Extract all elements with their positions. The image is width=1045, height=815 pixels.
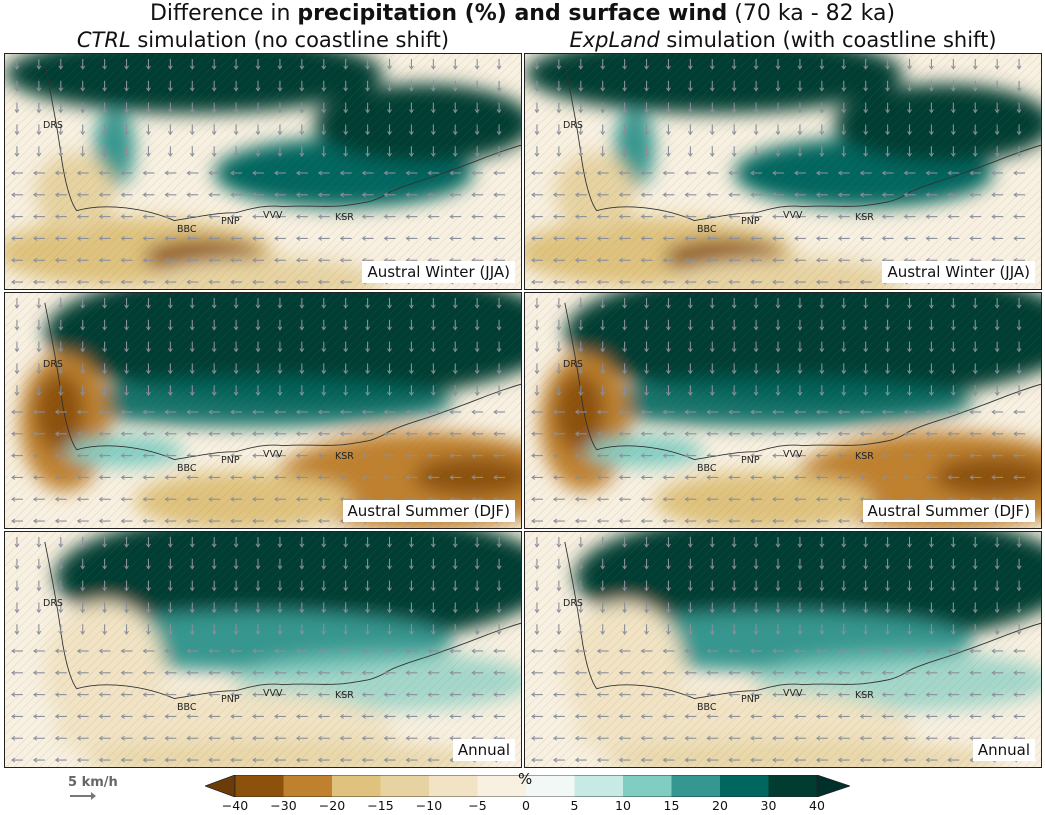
place-label-drs: DRS <box>563 598 583 609</box>
place-label-drs: DRS <box>563 359 583 370</box>
colorbar-segment <box>720 775 769 797</box>
place-label-vvv: VVV <box>263 688 283 699</box>
colorbar-segment <box>429 775 478 797</box>
wind-vectors <box>531 536 1026 763</box>
wind-vectors <box>11 297 506 524</box>
place-label-pnp: PNP <box>741 455 760 466</box>
place-label-ksr: KSR <box>855 690 874 701</box>
colorbar-tick-label: 30 <box>760 798 777 813</box>
colorbar-segment <box>574 775 624 797</box>
place-label-pnp: PNP <box>741 694 760 705</box>
wind-scale-label: 5 km/h <box>68 775 118 790</box>
colorbar-segment <box>477 775 527 797</box>
colorbar-tick-label: −15 <box>367 798 394 813</box>
place-label-pnp: PNP <box>221 455 240 466</box>
colorbar-tick-label: −40 <box>221 798 249 813</box>
column-header-expland: ExpLand simulation (with coastline shift… <box>569 28 997 52</box>
season-label: Annual <box>972 739 1035 761</box>
place-label-drs: DRS <box>43 359 63 370</box>
precipitation-field <box>5 293 521 528</box>
colorbar-tick-label: −10 <box>415 798 443 813</box>
place-label-ksr: KSR <box>335 690 354 701</box>
map-panel: DRS BBC PNP VVV KSR Annual <box>4 531 522 768</box>
colorbar-extend-high <box>816 775 850 797</box>
place-label-bbc: BBC <box>697 702 717 713</box>
place-label-ksr: KSR <box>855 212 874 223</box>
precipitation-field <box>5 532 521 767</box>
place-label-pnp: PNP <box>741 216 760 227</box>
figure-title: Difference in precipitation (%) and surf… <box>149 1 896 26</box>
colorbar-tick-label: 0 <box>522 798 530 813</box>
place-label-vvv: VVV <box>263 210 283 221</box>
colorbar-segment <box>380 775 430 797</box>
place-label-vvv: VVV <box>783 449 803 460</box>
colorbar-extend-low <box>205 775 236 797</box>
colorbar-unit: % <box>518 770 533 788</box>
precipitation-field <box>525 54 1041 289</box>
place-label-drs: DRS <box>563 120 583 131</box>
place-label-ksr: KSR <box>855 451 874 462</box>
colorbar-segment <box>235 775 284 797</box>
place-label-bbc: BBC <box>697 224 717 235</box>
colorbar-tick-label: 15 <box>663 798 680 813</box>
colorbar-tick-label: 10 <box>615 798 631 813</box>
place-label-vvv: VVV <box>263 449 283 460</box>
colorbar-tick-label: 40 <box>809 798 825 813</box>
colorbar-segment <box>623 775 672 797</box>
wind-vectors <box>531 58 1026 285</box>
place-label-vvv: VVV <box>783 688 803 699</box>
colorbar-tick-label: 20 <box>712 798 728 813</box>
colorbar-segment <box>671 775 721 797</box>
precipitation-field <box>525 532 1041 767</box>
place-label-drs: DRS <box>43 120 63 131</box>
colorbar <box>205 775 850 797</box>
map-panel: DRS BBC PNP VVV KSR Austral Summer (DJF) <box>524 292 1042 529</box>
map-panel: DRS BBC PNP VVV KSR Annual <box>524 531 1042 768</box>
season-label: Austral Summer (DJF) <box>342 500 515 522</box>
colorbar-tick-label: −5 <box>468 798 487 813</box>
season-label: Austral Summer (DJF) <box>862 500 1035 522</box>
season-label: Annual <box>452 739 515 761</box>
place-label-pnp: PNP <box>221 216 240 227</box>
season-label: Austral Winter (JJA) <box>362 261 515 283</box>
place-label-pnp: PNP <box>221 694 240 705</box>
place-label-bbc: BBC <box>177 463 197 474</box>
precipitation-field <box>5 54 521 289</box>
place-label-bbc: BBC <box>697 463 717 474</box>
map-panel: DRS BBC PNP VVV KSR Austral Winter (JJA) <box>524 53 1042 290</box>
place-label-ksr: KSR <box>335 451 354 462</box>
place-label-bbc: BBC <box>177 224 197 235</box>
colorbar-segment <box>283 775 333 797</box>
place-label-bbc: BBC <box>177 702 197 713</box>
wind-scale-arrow-icon <box>70 792 96 800</box>
place-label-drs: DRS <box>43 598 63 609</box>
season-label: Austral Winter (JJA) <box>882 261 1035 283</box>
map-panel: DRS BBC PNP VVV KSR Austral Winter (JJA) <box>4 53 522 290</box>
place-label-vvv: VVV <box>783 210 803 221</box>
column-header-ctrl: CTRL simulation (no coastline shift) <box>76 28 450 52</box>
precipitation-field <box>525 293 1041 528</box>
map-panel: DRS BBC PNP VVV KSR Austral Summer (DJF) <box>4 292 522 529</box>
wind-vectors <box>11 536 506 763</box>
colorbar-tick-label: 5 <box>570 798 579 813</box>
place-label-ksr: KSR <box>335 212 354 223</box>
colorbar-segment <box>526 775 575 797</box>
colorbar-segment <box>768 775 818 797</box>
colorbar-segment <box>332 775 381 797</box>
colorbar-tick-label: −30 <box>270 798 297 813</box>
wind-vectors <box>11 58 506 285</box>
colorbar-tick-label: −20 <box>318 798 346 813</box>
